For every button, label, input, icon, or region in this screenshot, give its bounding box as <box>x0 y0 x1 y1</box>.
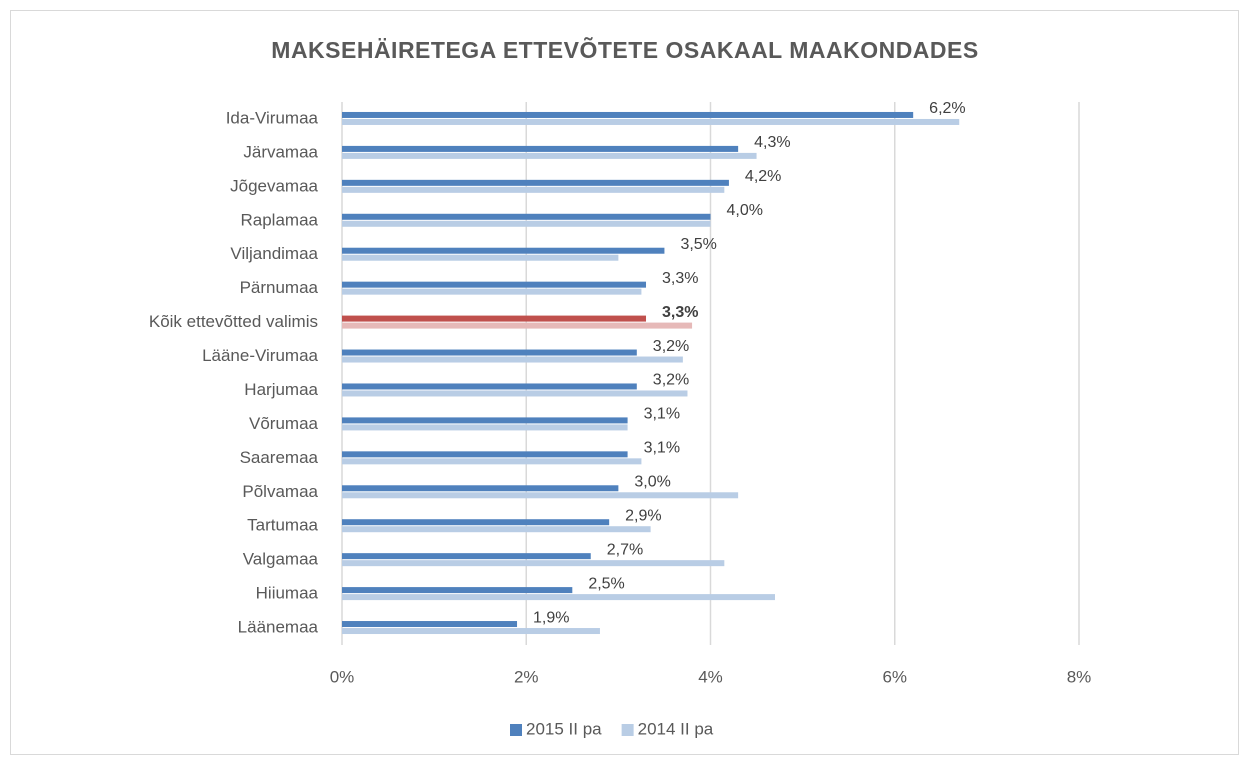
y-tick-label: Lääne-Virumaa <box>202 346 318 365</box>
x-tick-label: 0% <box>330 667 355 686</box>
y-tick-label: Võrumaa <box>249 414 319 433</box>
value-label: 2,7% <box>607 541 643 558</box>
bar <box>342 145 739 152</box>
chart-border <box>10 10 1239 755</box>
value-label: 3,3% <box>662 304 698 321</box>
value-label: 3,2% <box>653 338 689 355</box>
value-label: 3,5% <box>680 236 716 253</box>
value-label: 3,2% <box>653 372 689 389</box>
legend-swatch <box>510 724 522 736</box>
y-tick-label: Saaremaa <box>240 448 319 467</box>
y-tick-label: Jõgevamaa <box>230 176 318 195</box>
bar <box>342 526 651 533</box>
bar <box>342 213 711 220</box>
value-label: 3,1% <box>644 406 680 423</box>
bar <box>342 247 665 254</box>
bar <box>342 424 628 431</box>
value-label: 6,2% <box>929 100 965 117</box>
bar <box>342 315 647 322</box>
value-label: 3,3% <box>662 270 698 287</box>
y-tick-label: Järvamaa <box>243 142 318 161</box>
bar <box>342 288 642 295</box>
bar <box>342 118 960 125</box>
legend-swatch <box>621 724 634 736</box>
bar <box>342 587 573 594</box>
value-label: 4,0% <box>727 202 763 219</box>
bar <box>342 322 693 329</box>
bar <box>342 383 637 390</box>
value-label: 2,9% <box>625 507 661 524</box>
bar <box>342 186 725 193</box>
bar <box>342 220 711 227</box>
value-label: 4,2% <box>745 168 781 185</box>
value-label: 3,0% <box>634 474 670 491</box>
value-label: 3,1% <box>644 440 680 457</box>
x-tick-label: 4% <box>698 667 723 686</box>
bar <box>342 390 688 397</box>
y-tick-label: Tartumaa <box>247 516 318 535</box>
y-tick-label: Harjumaa <box>244 380 318 399</box>
bar <box>342 560 725 567</box>
bar <box>342 349 637 356</box>
bar <box>342 417 628 424</box>
bar <box>342 179 729 186</box>
y-tick-label: Valgamaa <box>243 550 319 569</box>
x-tick-label: 8% <box>1067 667 1092 686</box>
bar <box>342 451 628 458</box>
y-tick-label: Ida-Virumaa <box>226 108 319 127</box>
value-label: 1,9% <box>533 609 569 626</box>
bar <box>342 485 619 492</box>
bar <box>342 111 914 118</box>
bar <box>342 621 518 628</box>
x-tick-label: 6% <box>882 667 907 686</box>
bar <box>342 458 642 465</box>
y-tick-label: Viljandimaa <box>230 244 318 263</box>
y-tick-label: Raplamaa <box>241 210 319 229</box>
bar <box>342 356 683 363</box>
bar <box>342 152 757 159</box>
bar <box>342 553 591 560</box>
bar <box>342 281 647 288</box>
legend-label: 2014 II pa <box>638 719 714 738</box>
value-label: 2,5% <box>588 575 624 592</box>
y-tick-label: Hiiumaa <box>256 584 319 603</box>
y-tick-label: Kõik ettevõtted valimis <box>149 312 318 331</box>
y-tick-label: Läänemaa <box>238 618 319 637</box>
bar <box>342 254 619 261</box>
x-tick-label: 2% <box>514 667 539 686</box>
value-label: 4,3% <box>754 134 790 151</box>
chart-title: MAKSEHÄIRETEGA ETTEVÕTETE OSAKAAL MAAKON… <box>271 36 978 63</box>
bar <box>342 519 610 526</box>
y-tick-label: Pärnumaa <box>240 278 319 297</box>
y-tick-label: Põlvamaa <box>242 482 318 501</box>
legend-label: 2015 II pa <box>526 719 602 738</box>
bar <box>342 594 775 601</box>
bar <box>342 492 739 499</box>
bar <box>342 628 600 635</box>
